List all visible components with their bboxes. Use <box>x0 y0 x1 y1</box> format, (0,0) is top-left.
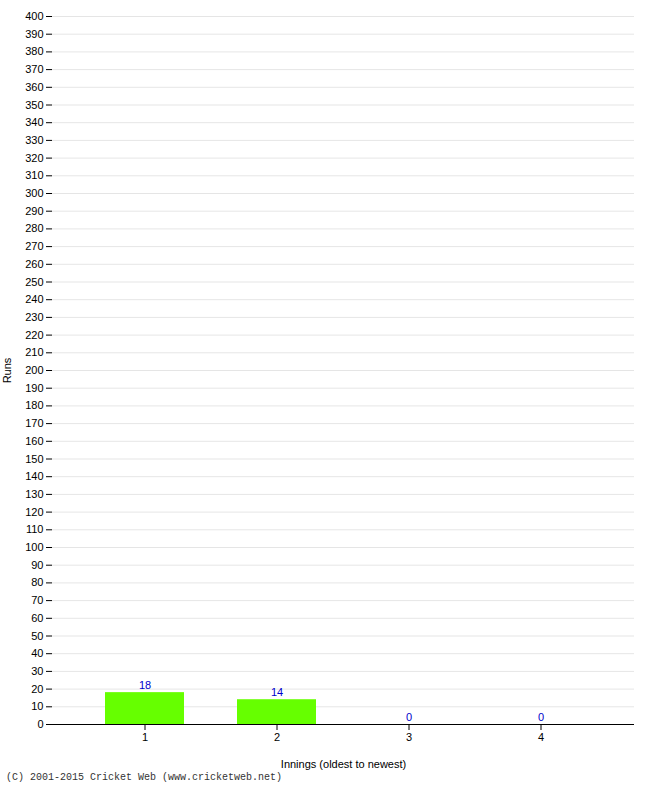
svg-text:120: 120 <box>25 506 43 518</box>
svg-text:370: 370 <box>25 63 43 75</box>
svg-text:30: 30 <box>31 665 43 677</box>
svg-text:10: 10 <box>31 700 43 712</box>
svg-text:20: 20 <box>31 683 43 695</box>
svg-text:260: 260 <box>25 258 43 270</box>
html-text:(C) 2001-2015 Cricket Web (www: (C) 2001-2015 Cricket Web (www.cricketwe… <box>6 772 282 783</box>
svg-text:280: 280 <box>25 222 43 234</box>
svg-text:170: 170 <box>25 417 43 429</box>
svg-text:250: 250 <box>25 276 43 288</box>
svg-text:4: 4 <box>538 731 544 743</box>
svg-text:Innings (oldest to newest): Innings (oldest to newest) <box>281 758 406 770</box>
svg-text:60: 60 <box>31 612 43 624</box>
svg-text:400: 400 <box>25 10 43 22</box>
svg-text:1: 1 <box>142 731 148 743</box>
svg-text:340: 340 <box>25 116 43 128</box>
svg-text:0: 0 <box>37 718 43 730</box>
svg-text:140: 140 <box>25 470 43 482</box>
svg-text:240: 240 <box>25 293 43 305</box>
svg-text:0: 0 <box>406 711 412 723</box>
svg-text:390: 390 <box>25 28 43 40</box>
svg-text:160: 160 <box>25 435 43 447</box>
svg-text:18: 18 <box>139 679 151 691</box>
svg-text:110: 110 <box>26 523 44 535</box>
svg-text:380: 380 <box>25 45 43 57</box>
svg-text:3: 3 <box>406 731 412 743</box>
svg-text:210: 210 <box>25 346 43 358</box>
svg-text:230: 230 <box>25 311 43 323</box>
svg-text:40: 40 <box>31 647 43 659</box>
svg-text:320: 320 <box>25 152 43 164</box>
svg-text:130: 130 <box>25 488 43 500</box>
svg-text:300: 300 <box>25 187 43 199</box>
svg-text:100: 100 <box>25 541 43 553</box>
svg-text:70: 70 <box>31 594 43 606</box>
svg-text:2: 2 <box>274 731 280 743</box>
svg-text:180: 180 <box>25 399 43 411</box>
svg-text:150: 150 <box>25 453 43 465</box>
svg-text:190: 190 <box>25 382 43 394</box>
svg-text:50: 50 <box>31 630 43 642</box>
svg-text:90: 90 <box>31 559 43 571</box>
svg-text:80: 80 <box>31 576 43 588</box>
svg-text:0: 0 <box>538 711 544 723</box>
svg-text:360: 360 <box>25 81 43 93</box>
svg-text:14: 14 <box>271 686 283 698</box>
svg-text:220: 220 <box>25 329 43 341</box>
svg-text:310: 310 <box>25 169 43 181</box>
svg-text:200: 200 <box>25 364 43 376</box>
svg-text:330: 330 <box>25 134 43 146</box>
svg-text:Runs: Runs <box>1 357 13 383</box>
svg-text:350: 350 <box>25 99 43 111</box>
svg-text:290: 290 <box>25 205 43 217</box>
svg-text:270: 270 <box>25 240 43 252</box>
